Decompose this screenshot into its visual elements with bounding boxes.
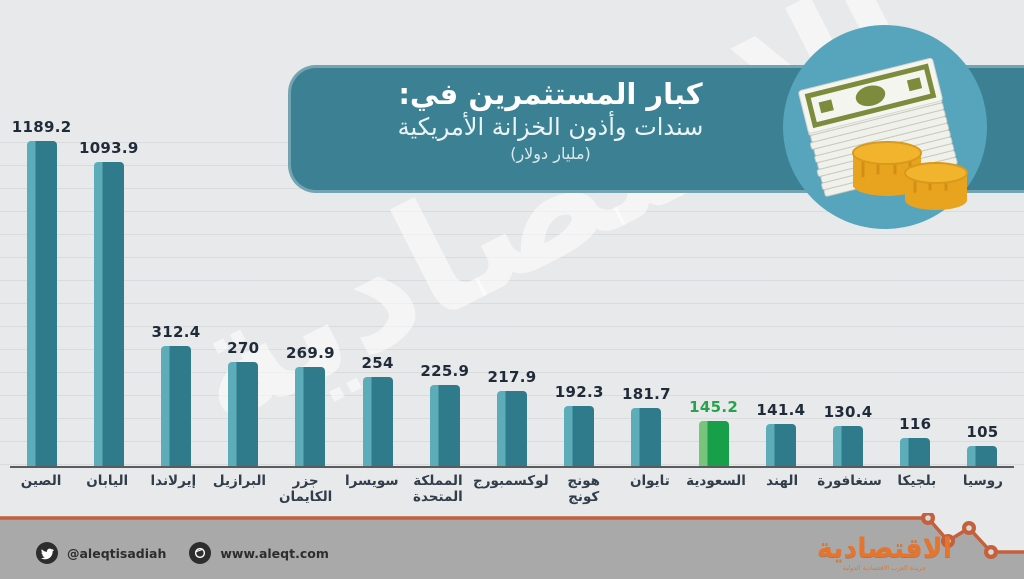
- x-axis-line: [10, 466, 1014, 468]
- footer-band: [0, 513, 1024, 579]
- bar: [161, 346, 191, 466]
- category-label: الهند: [766, 473, 799, 489]
- bar: [26, 141, 57, 466]
- bar: [833, 426, 864, 466]
- bar-column: 1093.9: [75, 139, 142, 466]
- category-label: جزر الكايمان: [278, 473, 333, 505]
- bar: [228, 362, 259, 466]
- category-label: تايوان: [629, 473, 670, 489]
- bar-column: 225.9: [411, 362, 478, 466]
- trendline-decoration: [921, 513, 998, 559]
- logo-wordmark: الاقتصادية: [816, 533, 952, 564]
- category-label: إيرلاندا: [150, 473, 197, 489]
- aleqtisadiah-logo: الاقتصادية جريدة العرب الاقتصادية الدولي…: [817, 535, 952, 572]
- bar-value-label: 269.9: [285, 344, 335, 362]
- bar: [765, 424, 796, 466]
- globe-icon: [189, 542, 212, 564]
- chart-title: كبار المستثمرين في:: [398, 77, 703, 111]
- chart-unit: (مليار دولار): [510, 144, 591, 164]
- bar: [967, 446, 998, 466]
- footer-contacts: @aleqtisadiah www.aleqt.com: [36, 542, 329, 564]
- logo-tagline: جريدة العرب الاقتصادية الدولية: [842, 564, 927, 572]
- twitter-handle-link[interactable]: @aleqtisadiah: [67, 545, 167, 561]
- bar: [497, 391, 528, 466]
- bar-value-label: 1093.9: [78, 139, 139, 157]
- bar-column: 312.4: [142, 323, 209, 466]
- bar: [698, 421, 729, 466]
- bar-value-label: 116: [899, 415, 932, 433]
- category-label: سويسرا: [344, 473, 399, 489]
- bar-value-label: 130.4: [823, 403, 873, 421]
- category-label: سنغافورة: [817, 473, 882, 489]
- bar-column: 269.9: [277, 344, 344, 466]
- bar-column: 192.3: [546, 383, 613, 466]
- bar-value-label: 1189.2: [11, 118, 72, 136]
- bar-value-label: 312.4: [151, 323, 201, 341]
- bar-chart: 1189.2 1093.9 312.4 270 269.9 254 225.9 217.9 19…: [8, 118, 1016, 466]
- bar: [362, 377, 393, 466]
- bar-value-label: 225.9: [420, 362, 470, 380]
- bar-value-label: 145.2: [689, 398, 739, 416]
- bar: [429, 385, 460, 466]
- category-label: المملكة المتحدة: [413, 473, 463, 505]
- bar: [564, 406, 595, 466]
- bar: [900, 438, 931, 466]
- category-labels-row: الصين اليابان إيرلاندا البرازيل جزر الكايمان…: [8, 473, 1016, 505]
- bar-value-label: 270: [227, 339, 260, 357]
- bar-column: 116: [882, 415, 949, 466]
- bar-value-label: 217.9: [487, 368, 537, 386]
- bar-column: 1189.2: [8, 118, 75, 466]
- bar-column: 141.4: [747, 401, 814, 466]
- bar-column: 270: [210, 339, 277, 466]
- category-label: لوكسمبورج: [472, 473, 549, 489]
- bar-value-label: 254: [361, 354, 394, 372]
- bar-column: 145.2: [680, 398, 747, 466]
- category-label: روسيا: [962, 473, 1003, 489]
- twitter-bird-icon: [36, 542, 58, 564]
- bar-value-label: 105: [966, 423, 999, 441]
- category-label: هونج كونج: [567, 473, 601, 505]
- bar-column: 254: [344, 354, 411, 466]
- website-link[interactable]: www.aleqt.com: [220, 545, 329, 561]
- bar-value-label: 141.4: [756, 401, 806, 419]
- bar-column: 130.4: [814, 403, 881, 466]
- banknotes-and-coins-icon: [798, 57, 968, 210]
- category-label: الصين: [20, 473, 62, 489]
- category-label: البرازيل: [212, 473, 267, 489]
- bar-column: 181.7: [613, 385, 680, 466]
- bar: [631, 408, 662, 466]
- bar-column: 217.9: [478, 368, 545, 466]
- category-label: السعودية: [686, 473, 746, 489]
- bar-value-label: 181.7: [621, 385, 671, 403]
- bar-value-label: 192.3: [554, 383, 604, 401]
- bar: [295, 367, 326, 466]
- chart-subtitle: سندات وأذون الخزانة الأمريكية: [397, 113, 704, 142]
- category-label: اليابان: [86, 473, 129, 489]
- bar: [93, 162, 124, 466]
- bar-column: 105: [949, 423, 1016, 466]
- category-label: بلجيكا: [897, 473, 937, 489]
- money-stack-icon: [783, 25, 987, 229]
